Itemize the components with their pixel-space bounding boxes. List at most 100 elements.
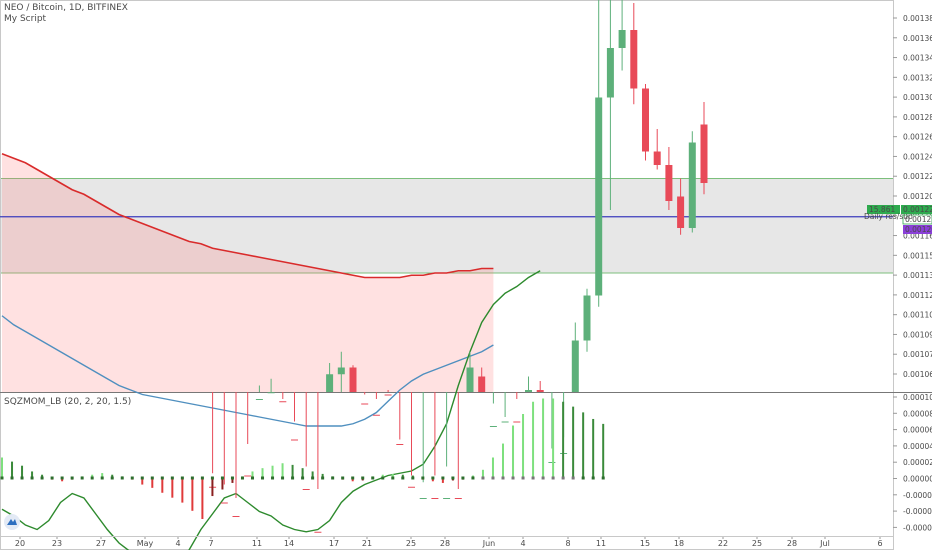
squeeze-dot [531,476,535,480]
candle-up [525,390,532,392]
candle-up [337,367,345,375]
x-tick-label: 20 [15,539,25,548]
x-tick-label: 23 [52,539,62,548]
squeeze-dot [100,476,104,480]
squeeze-dot [461,476,465,480]
squeeze-dot [10,476,14,480]
candle-down [478,376,486,392]
x-tick-label: 18 [674,539,684,548]
price-label-2-text: 0.001229 [903,205,932,214]
squeeze-dot [0,476,4,480]
candle-down [677,196,685,228]
squeeze-dot [431,476,435,480]
candle-up [606,48,614,98]
squeeze-dot [601,476,605,480]
x-tick-label: 4 [175,539,180,548]
candle-down [630,30,638,89]
squeeze-dot [521,476,525,480]
x-tick-label: 15 [640,539,650,548]
x-tick-label: 7 [208,539,213,548]
candle-up [326,374,334,392]
squeeze-dot [491,476,495,480]
x-tick-label: 6 [877,539,882,548]
x-tick-label: 25 [752,539,762,548]
y-tick-label: 0.001165 [903,232,932,241]
x-tick-label: 11 [596,539,606,548]
squeeze-dot [471,476,475,480]
candle-up [688,142,696,228]
candle-down [700,124,708,183]
candle-down [653,151,661,165]
y-tick-label: 0.001091 [903,330,932,339]
ind-y-tick-label: 0.000000 [903,475,932,484]
squeeze-dot [551,476,555,480]
x-tick-label: 17 [329,539,339,548]
squeeze-dot [140,476,144,480]
squeeze-dot [401,476,405,480]
squeeze-dot [281,476,285,480]
candle-down [665,165,673,201]
candles [209,0,708,533]
ema200-line [1,153,494,279]
squeeze-dot [230,476,234,480]
candle-down [408,486,415,488]
squeeze-dot [200,476,204,480]
candle-down [279,401,287,403]
squeeze-dot [571,476,575,480]
squeeze-dot [481,476,485,480]
squeeze-dot [160,476,164,480]
squeeze-dot [20,476,24,480]
squeeze-dot [501,476,505,480]
y-tick-label: 0.001135 [903,271,932,280]
x-tick-label: 25 [406,539,416,548]
squeeze-dot [371,476,375,480]
candle-up [489,426,497,427]
squeeze-dot [381,476,385,480]
candle-up [443,498,451,499]
squeeze-dot [411,476,415,480]
candle-up [571,340,579,392]
candle-up [618,30,626,48]
chart-title: NEO / Bitcoin, 1D, BITFINEX [4,3,128,13]
squeeze-dot [220,476,224,480]
candle-down [536,390,544,392]
indicator-title: SQZMOM_LB (20, 2, 20, 1.5) [4,397,131,407]
squeeze-dot [311,476,315,480]
squeeze-dot [291,476,295,480]
candle-down [232,516,240,517]
squeeze-dot [251,476,254,480]
candle-down [642,88,649,152]
candle-down [396,444,404,445]
x-tick-label: 28 [787,539,797,548]
squeeze-dot [50,476,54,480]
momentum-histogram [0,398,605,520]
squeeze-dot [391,476,395,480]
squeeze-dot [210,476,214,480]
candle-down [220,502,228,504]
y-tick-label: 0.001065 [903,370,932,379]
squeeze-dot [40,476,44,480]
x-tick-label: 8 [565,539,570,548]
candle-up [501,421,509,423]
logo-icon[interactable] [4,514,20,530]
price-label-4: 0.001205 [903,225,932,234]
squeeze-dot [341,476,345,480]
price-label-3-text: 0.001222 [905,215,932,224]
candle-up [255,399,263,400]
fast-line [1,270,541,550]
candle-up [419,498,427,499]
squeeze-dot [591,476,595,480]
squeeze-dot [90,476,94,480]
candle-up [548,462,556,463]
candle-down [361,403,369,405]
